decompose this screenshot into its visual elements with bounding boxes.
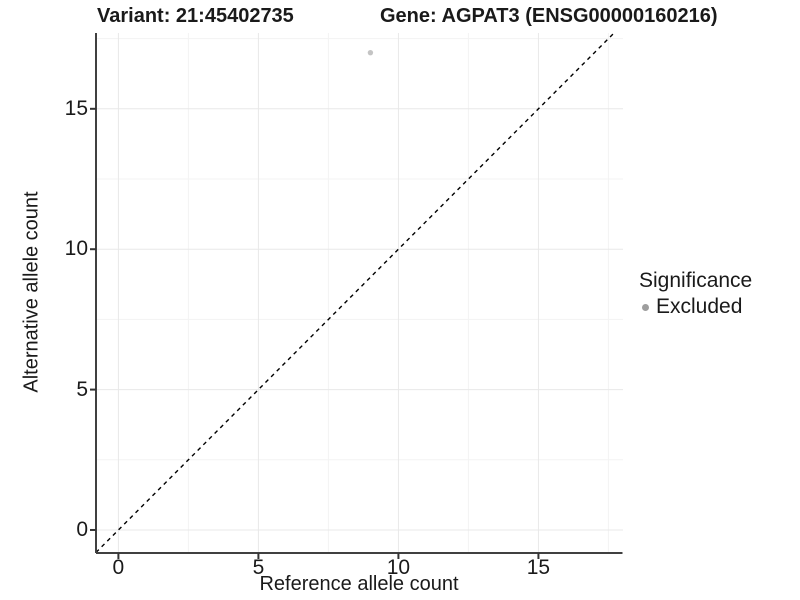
x-axis-title: Reference allele count [259,573,459,595]
legend-items: Excluded [639,295,752,319]
plot-title-gene: Gene: AGPAT3 (ENSG00000160216) [380,5,718,27]
legend-item-label: Excluded [656,295,743,318]
x-tick-label: 5 [252,556,265,579]
data-point [367,49,374,56]
x-tick-label: 15 [526,556,551,579]
x-tick-label: 0 [112,556,125,579]
x-tick-label: 10 [386,556,411,579]
plot-title-variant: Variant: 21:45402735 [97,5,294,27]
legend-key-dot-icon [642,303,649,311]
legend: Significance Excluded [639,268,752,319]
y-tick-label: 5 [76,377,88,401]
legend-item: Excluded [639,295,752,319]
identity-line [95,32,615,553]
y-tick-label: 10 [64,237,88,261]
y-tick-label: 0 [76,517,88,541]
y-tick-label: 15 [64,96,88,120]
legend-title: Significance [639,269,753,292]
